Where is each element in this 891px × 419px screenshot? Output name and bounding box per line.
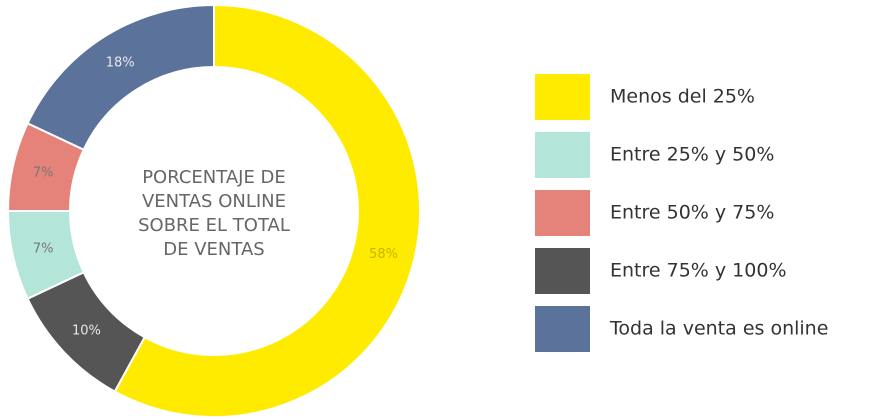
slice-label: 58% bbox=[369, 247, 398, 262]
legend-swatch bbox=[535, 74, 590, 120]
legend-label: Toda la venta es online bbox=[609, 318, 828, 340]
legend-label: Entre 75% y 100% bbox=[610, 260, 787, 282]
legend-label: Menos del 25% bbox=[610, 86, 755, 108]
legend-label: Entre 25% y 50% bbox=[610, 144, 774, 166]
center-label: VENTAS ONLINE bbox=[142, 191, 286, 212]
slice bbox=[113, 3, 421, 418]
slice-label: 7% bbox=[33, 165, 54, 180]
center-label: SOBRE EL TOTAL bbox=[138, 215, 290, 236]
legend-swatch bbox=[535, 132, 590, 178]
center-label: DE VENTAS bbox=[163, 239, 264, 260]
legend-swatch bbox=[535, 190, 590, 236]
legend-label: Entre 50% y 75% bbox=[610, 202, 774, 224]
slice-label: 10% bbox=[72, 323, 101, 338]
slice-label: 7% bbox=[33, 242, 54, 257]
slice-label: 18% bbox=[106, 56, 135, 71]
center-label: PORCENTAJE DE bbox=[142, 167, 286, 188]
legend-swatch bbox=[535, 306, 590, 352]
slice bbox=[26, 3, 215, 152]
legend-swatch bbox=[535, 248, 590, 294]
